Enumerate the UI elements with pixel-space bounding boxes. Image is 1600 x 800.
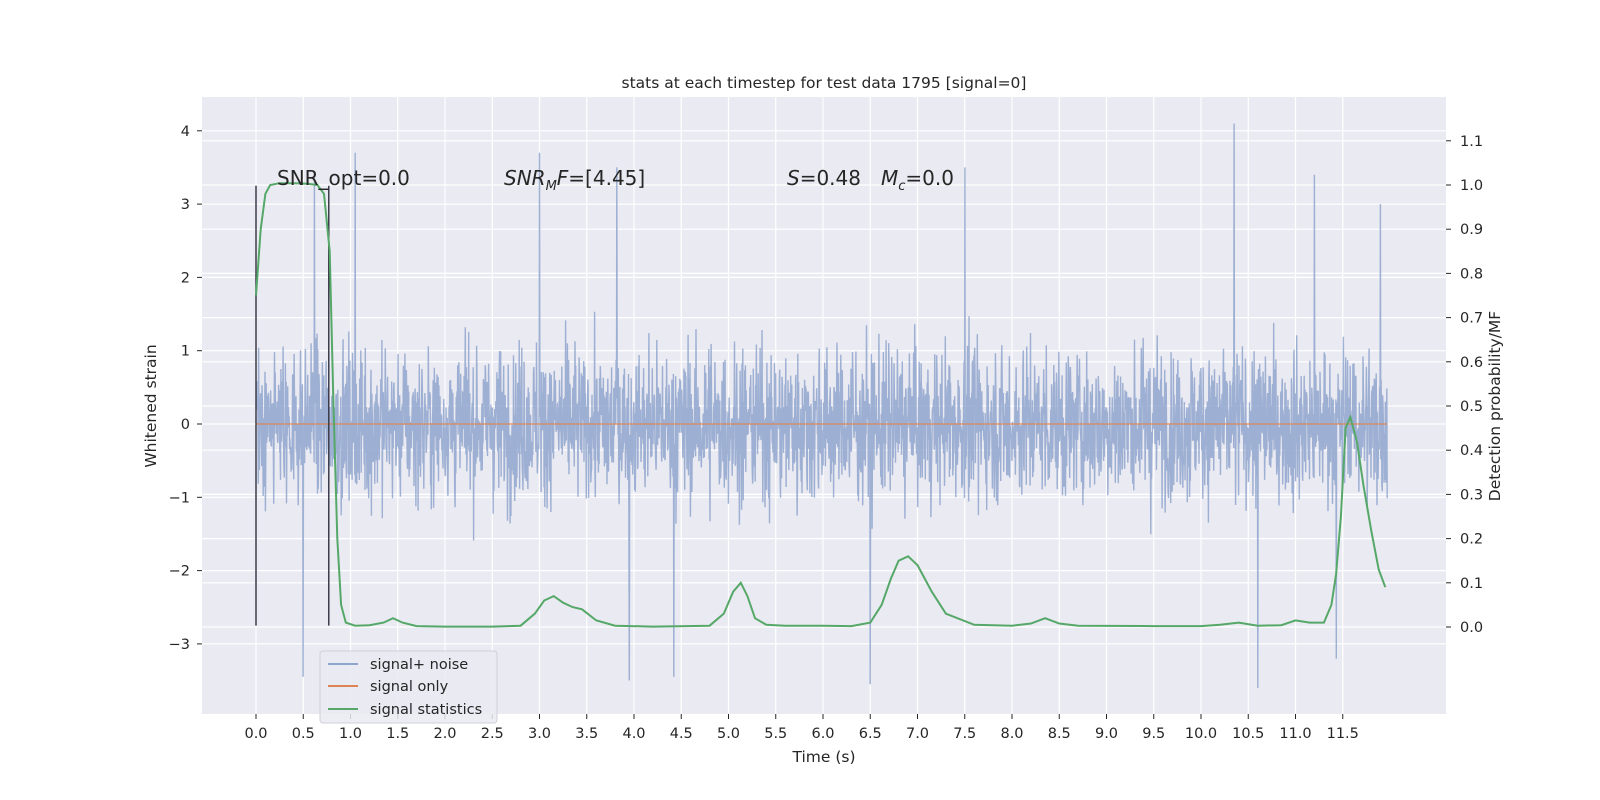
- x-tick-label: 1.0: [339, 726, 362, 742]
- y-tick-label-right: 0.1: [1460, 576, 1483, 592]
- y-tick-label-right: 0.5: [1460, 399, 1483, 415]
- annotation-mc: Mc=0.0: [881, 166, 954, 194]
- x-tick-label: 6.0: [811, 726, 834, 742]
- x-axis-ticks: 0.0 0.5 1.0 1.5 2.0 2.5 3.0 3.5 4.0 4.5 5.0 5.5 6.0 6…: [244, 714, 1359, 742]
- x-tick-label: 8.0: [1000, 726, 1023, 742]
- legend-label-signal-statistics: signal statistics: [370, 702, 482, 718]
- y-tick-label-right: 0.6: [1460, 355, 1483, 371]
- chart-title: stats at each timestep for test data 179…: [622, 74, 1027, 92]
- x-tick-label: 7.0: [906, 726, 929, 742]
- x-tick-label: 5.5: [764, 726, 787, 742]
- legend-label-signal-noise: signal+ noise: [370, 657, 468, 673]
- x-tick-label: 8.5: [1048, 726, 1071, 742]
- y-tick-label-left: −2: [169, 564, 190, 580]
- y-tick-label-right: 0.7: [1460, 311, 1483, 327]
- y-tick-label-left: 2: [181, 270, 190, 286]
- y-tick-label-right: 0.0: [1460, 620, 1483, 636]
- y-tick-label-left: −1: [169, 490, 190, 506]
- x-tick-label: 3.5: [575, 726, 598, 742]
- annotations: SNR_opt=0.0 SNRMF=[4.45] S=0.48 Mc=0.0: [277, 166, 954, 194]
- y-axis-label-right: Detection probability/MF: [1486, 311, 1504, 502]
- x-tick-label: 4.0: [622, 726, 645, 742]
- y-tick-label-left: 4: [181, 124, 190, 140]
- x-tick-label: 11.0: [1279, 726, 1311, 742]
- x-tick-label: 7.5: [953, 726, 976, 742]
- legend: signal+ noise signal only signal statist…: [319, 650, 498, 724]
- y-axis-ticks-left: −3 −2 −1 0 1 2 3 4: [169, 124, 202, 653]
- x-axis-label: Time (s): [791, 748, 855, 766]
- vertical-lines: [255, 185, 330, 626]
- annotation-snr-mf: SNRMF=[4.45]: [504, 166, 645, 194]
- signal-statistics-line: [255, 182, 1387, 628]
- y-tick-label-right: 1.0: [1460, 178, 1483, 194]
- y-tick-label-right: 1.1: [1460, 134, 1483, 150]
- y-axis-label-left: Whitened strain: [142, 344, 160, 467]
- y-tick-label-right: 0.9: [1460, 222, 1483, 238]
- x-tick-label: 2.0: [433, 726, 456, 742]
- y-tick-label-right: 0.8: [1460, 266, 1483, 282]
- x-tick-label: 2.5: [481, 726, 504, 742]
- legend-label-signal-only: signal only: [370, 679, 449, 695]
- y-tick-label-right: 0.3: [1460, 487, 1483, 503]
- x-tick-label: 3.0: [528, 726, 551, 742]
- y-tick-label-left: −3: [169, 637, 190, 653]
- y-tick-label-right: 0.2: [1460, 532, 1483, 548]
- signal-noise-line: [255, 123, 1388, 688]
- y-axis-ticks-right: 0.0 0.1 0.2 0.3 0.4 0.5 0.6 0.7 0.8 0.9 1.0 1.1: [1446, 134, 1483, 636]
- x-tick-label: 0.0: [244, 726, 267, 742]
- signal-noise-series: [255, 123, 1388, 688]
- x-tick-label: 9.0: [1095, 726, 1118, 742]
- legend-box: [319, 650, 498, 724]
- annotation-s: S=0.48: [787, 166, 861, 190]
- annotation-snr-opt: SNR_opt=0.0: [277, 166, 410, 190]
- y-tick-label-left: 1: [181, 344, 190, 360]
- x-tick-label: 11.5: [1327, 726, 1359, 742]
- x-tick-label: 1.5: [386, 726, 409, 742]
- y-tick-label-left: 3: [181, 197, 190, 213]
- x-tick-label: 6.5: [859, 726, 882, 742]
- x-tick-label: 10.5: [1232, 726, 1264, 742]
- x-tick-label: 10.0: [1185, 726, 1217, 742]
- x-tick-label: 5.0: [717, 726, 740, 742]
- x-tick-label: 4.5: [670, 726, 693, 742]
- y-tick-label-left: 0: [181, 417, 190, 433]
- y-tick-label-right: 0.4: [1460, 443, 1483, 459]
- x-tick-label: 9.5: [1142, 726, 1165, 742]
- x-tick-label: 0.5: [292, 726, 315, 742]
- signal-statistics-series: [255, 182, 1387, 628]
